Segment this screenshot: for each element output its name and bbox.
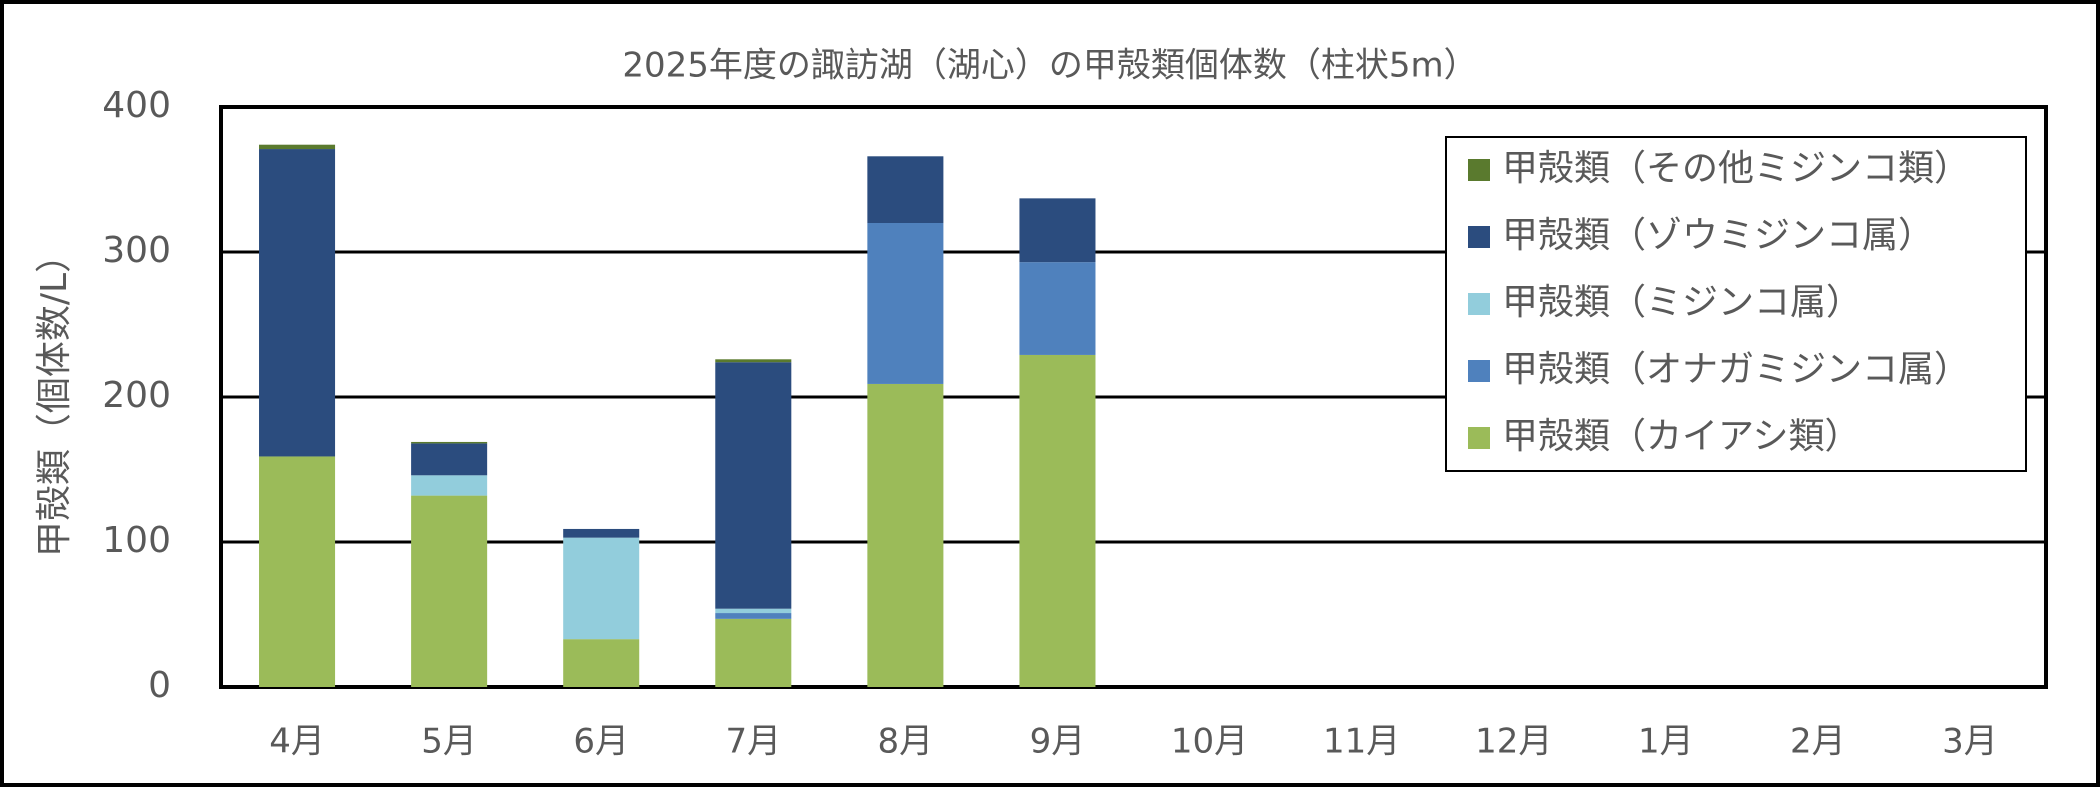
legend-box bbox=[1445, 136, 2027, 472]
y-tick-label: 100 bbox=[102, 520, 171, 561]
bar-segment bbox=[715, 608, 792, 614]
legend-label: 甲殻類（ミジンコ属） bbox=[1502, 282, 1862, 323]
chart-title: 2025年度の諏訪湖（湖心）の甲殻類個体数（柱状5m） bbox=[622, 46, 1477, 86]
bar-segment bbox=[411, 441, 488, 444]
bar-segment bbox=[867, 223, 944, 384]
legend-swatch bbox=[1468, 159, 1490, 181]
bar-segment bbox=[867, 383, 944, 687]
x-tick-label: 11月 bbox=[1323, 722, 1400, 762]
legend-label: 甲殻類（その他ミジンコ類） bbox=[1502, 148, 1970, 189]
bar-segment bbox=[259, 149, 336, 457]
x-tick-label: 9月 bbox=[1030, 722, 1086, 762]
x-tick-label: 1月 bbox=[1638, 722, 1694, 762]
bar-segment bbox=[259, 144, 336, 150]
x-tick-label: 6月 bbox=[573, 722, 629, 762]
bar-segment bbox=[1019, 354, 1096, 687]
x-tick-label: 3月 bbox=[1942, 722, 1998, 762]
bar-segment bbox=[563, 639, 640, 687]
legend-swatch bbox=[1468, 427, 1490, 449]
legend-swatch bbox=[1468, 293, 1490, 315]
bar-segment bbox=[259, 456, 336, 687]
x-tick-label: 5月 bbox=[421, 722, 477, 762]
bar-segment bbox=[867, 156, 944, 223]
bar-segment bbox=[715, 359, 792, 363]
x-tick-label: 4月 bbox=[269, 722, 325, 762]
x-tick-label: 10月 bbox=[1171, 722, 1248, 762]
bar-segment bbox=[1019, 198, 1096, 263]
bar-segment bbox=[411, 443, 488, 476]
x-tick-label: 7月 bbox=[725, 722, 781, 762]
legend-swatch bbox=[1468, 226, 1490, 248]
legend-label: 甲殻類（オナガミジンコ属） bbox=[1502, 349, 1970, 390]
x-tick-label: 8月 bbox=[878, 722, 934, 762]
bar-segment bbox=[715, 362, 792, 609]
bar-segment bbox=[411, 475, 488, 496]
bar-segment bbox=[1019, 262, 1096, 355]
y-tick-label: 300 bbox=[102, 230, 171, 271]
y-tick-label: 200 bbox=[102, 375, 171, 416]
x-tick-label: 2月 bbox=[1790, 722, 1846, 762]
bar-segment bbox=[715, 613, 792, 619]
bar-segment bbox=[563, 528, 640, 538]
y-tick-label: 0 bbox=[148, 665, 171, 706]
bar-segment bbox=[715, 618, 792, 687]
legend-label: 甲殻類（カイアシ類） bbox=[1502, 416, 1861, 457]
y-tick-label: 400 bbox=[102, 85, 171, 126]
bar-segment bbox=[411, 495, 488, 687]
y-axis-label: 甲殻類（個体数/L） bbox=[34, 237, 75, 557]
legend-label: 甲殻類（ゾウミジンコ属） bbox=[1502, 215, 1934, 256]
legend-swatch bbox=[1468, 360, 1490, 382]
bar-segment bbox=[563, 537, 640, 640]
x-tick-label: 12月 bbox=[1475, 722, 1552, 762]
